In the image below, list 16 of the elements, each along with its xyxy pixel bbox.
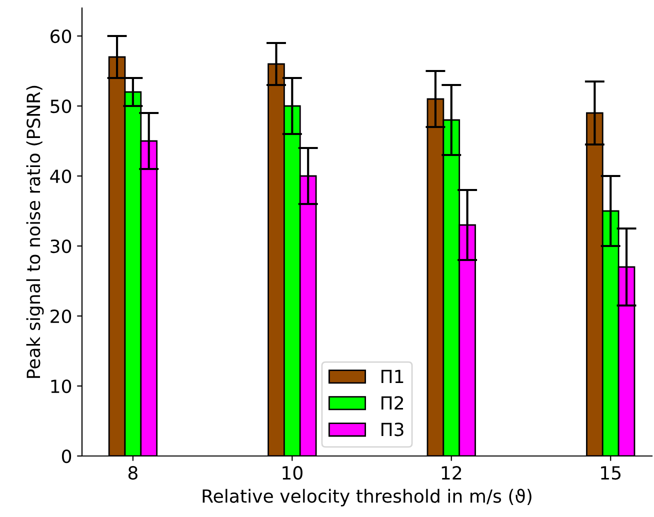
x-tick-label: 10 xyxy=(282,466,302,480)
legend-label: Π1 xyxy=(382,370,404,383)
legend-label: Π3 xyxy=(382,422,404,436)
legend-label: Π2 xyxy=(382,396,403,410)
y-tick-label: 0 xyxy=(62,449,72,464)
y-tick-label: 20 xyxy=(50,309,72,324)
x-tick-label: 15 xyxy=(601,466,621,480)
y-tick-label: 50 xyxy=(50,99,72,114)
y-tick-label: 40 xyxy=(50,169,72,184)
x-tick-label: 8 xyxy=(128,466,138,480)
y-tick-label: 10 xyxy=(51,379,72,394)
y-tick-label: 60 xyxy=(50,29,72,44)
y-tick-label: 30 xyxy=(50,239,72,254)
x-tick-label: 12 xyxy=(442,466,462,480)
y-axis-title: Peak signal to noise ratio (PSNR) xyxy=(26,86,44,378)
x-axis-title: Relative velocity threshold in m/s (ϑ) xyxy=(202,488,532,506)
